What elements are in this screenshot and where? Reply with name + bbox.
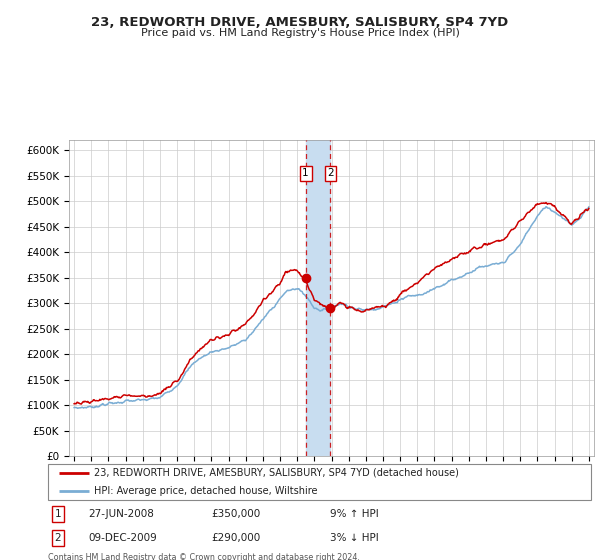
Text: Price paid vs. HM Land Registry's House Price Index (HPI): Price paid vs. HM Land Registry's House …	[140, 28, 460, 38]
Text: 23, REDWORTH DRIVE, AMESBURY, SALISBURY, SP4 7YD: 23, REDWORTH DRIVE, AMESBURY, SALISBURY,…	[91, 16, 509, 29]
Text: £350,000: £350,000	[211, 509, 260, 519]
Text: 09-DEC-2009: 09-DEC-2009	[89, 533, 157, 543]
Text: 2: 2	[55, 533, 61, 543]
Text: HPI: Average price, detached house, Wiltshire: HPI: Average price, detached house, Wilt…	[94, 486, 317, 496]
Text: 2: 2	[327, 168, 334, 178]
FancyBboxPatch shape	[48, 464, 591, 500]
Text: Contains HM Land Registry data © Crown copyright and database right 2024.
This d: Contains HM Land Registry data © Crown c…	[48, 553, 360, 560]
Text: 1: 1	[302, 168, 309, 178]
Text: 1: 1	[55, 509, 61, 519]
Text: 9% ↑ HPI: 9% ↑ HPI	[331, 509, 379, 519]
Bar	[305, 140, 331, 456]
Text: 3% ↓ HPI: 3% ↓ HPI	[331, 533, 379, 543]
Text: 23, REDWORTH DRIVE, AMESBURY, SALISBURY, SP4 7YD (detached house): 23, REDWORTH DRIVE, AMESBURY, SALISBURY,…	[94, 468, 459, 478]
Text: £290,000: £290,000	[211, 533, 260, 543]
Text: 27-JUN-2008: 27-JUN-2008	[89, 509, 155, 519]
